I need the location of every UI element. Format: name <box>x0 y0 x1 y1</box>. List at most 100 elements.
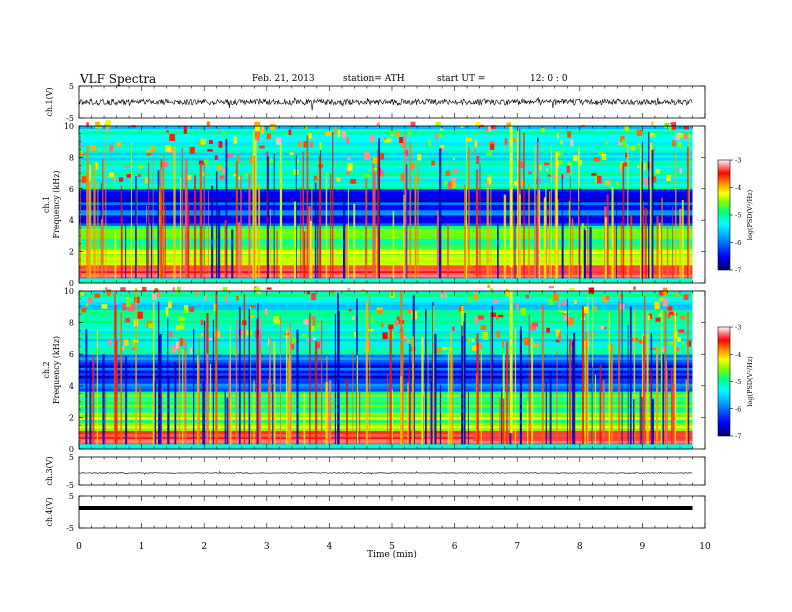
colorbar-tick-label: -3 <box>735 157 741 165</box>
sferic-line <box>167 377 170 445</box>
spectrogram-patch <box>552 293 559 301</box>
spectrogram-patch <box>81 176 88 183</box>
sferic-line <box>160 387 163 445</box>
spectrogram-patch <box>431 160 435 166</box>
spectrogram-row <box>79 314 693 318</box>
spectrogram-row <box>79 375 693 379</box>
spectrogram-patch <box>124 165 129 168</box>
spectrogram-patch <box>236 295 239 301</box>
spectrogram-row <box>79 296 693 300</box>
sferic-line <box>685 379 687 445</box>
spectrogram-patch <box>380 153 384 160</box>
spectrogram-patch <box>472 345 478 351</box>
spectrogram-patch <box>407 129 413 136</box>
spectrogram-row <box>79 443 693 447</box>
spectrogram-patch <box>319 142 322 150</box>
spectrogram-patch <box>138 174 141 178</box>
spectrogram-row <box>79 388 693 392</box>
sferic-line <box>272 384 275 445</box>
sferic-line <box>536 195 538 279</box>
sferic-line <box>377 149 380 279</box>
spectrogram-patch <box>649 132 656 137</box>
spectrogram-patch <box>444 180 448 185</box>
sferic-line <box>365 178 368 279</box>
y-tick-label: 10 <box>64 287 74 296</box>
spectrogram-patch <box>582 313 586 316</box>
y-tick-label: 4 <box>69 216 74 225</box>
spectrogram-patch <box>270 123 276 130</box>
sferic-line <box>687 311 689 445</box>
spectrogram-patch <box>452 157 455 161</box>
spectrogram-patch <box>668 341 675 346</box>
sferic-line <box>561 219 564 279</box>
sferic-line <box>452 354 454 445</box>
sferic-line <box>503 194 507 279</box>
sferic-line <box>571 218 574 279</box>
spectrogram-patch <box>639 339 644 344</box>
spectrogram-patch <box>593 157 600 162</box>
sferic-line <box>392 211 395 279</box>
spectrogram-patch <box>544 162 550 166</box>
spectrogram-patch <box>562 300 566 306</box>
spectrogram-row <box>79 194 693 198</box>
spectrogram-patch <box>162 161 169 168</box>
sferic-line <box>688 390 690 445</box>
sferic-line <box>634 308 636 445</box>
sferic-line <box>121 203 123 279</box>
spectrogram-patch <box>460 125 464 128</box>
sferic-line <box>430 380 433 445</box>
sferic-line <box>664 310 667 445</box>
sferic-line <box>400 291 403 445</box>
spectrogram-patch <box>664 122 670 129</box>
spectrogram-patch <box>466 138 472 142</box>
ch4-waveform-line <box>79 506 693 510</box>
spectrogram-patch <box>123 339 129 346</box>
spectrogram-patch <box>150 145 155 153</box>
spectrogram-patch <box>477 344 483 349</box>
spectrogram-patch <box>686 340 691 347</box>
sferic-line <box>229 398 232 445</box>
spectrogram-patch <box>637 165 640 168</box>
sferic-line <box>545 382 548 445</box>
spectrogram-patch <box>567 162 572 168</box>
y-tick-label: -5 <box>66 114 74 123</box>
sferic-line <box>158 336 160 445</box>
sferic-line <box>447 351 450 445</box>
spectrogram-patch <box>593 306 597 311</box>
sferic-line <box>528 314 530 445</box>
sferic-line <box>308 206 311 279</box>
spectrogram-patch <box>473 294 479 301</box>
spectrogram-row <box>79 438 693 442</box>
sferic-line <box>549 370 552 445</box>
sferic-line <box>178 340 181 445</box>
sferic-line <box>530 370 532 445</box>
spectrogram-patch <box>675 292 679 297</box>
spectrogram-patch <box>317 322 321 329</box>
spectrogram-patch <box>171 345 177 353</box>
spectrogram-patch <box>289 152 294 155</box>
spectrogram-patch <box>213 303 218 312</box>
spectrogram-row <box>79 301 693 305</box>
sferic-line <box>621 291 623 445</box>
spectrogram-patch <box>633 286 636 290</box>
sferic-line <box>150 215 153 279</box>
spectrogram-patch <box>621 139 628 147</box>
sferic-line <box>480 349 482 445</box>
spectrogram-patch <box>491 312 497 317</box>
spectrogram-row <box>79 152 693 156</box>
sferic-line <box>185 159 188 279</box>
sferic-line <box>541 304 544 445</box>
ch1-spectrogram-ylabel-2: Frequency (kHz) <box>52 170 61 238</box>
spectrogram-row <box>79 217 693 221</box>
spectrogram-patch <box>80 149 84 155</box>
sferic-line <box>203 162 205 279</box>
spectrogram-patch <box>207 121 210 128</box>
sferic-line <box>276 230 278 279</box>
spectrogram-row <box>79 204 693 208</box>
sferic-line <box>202 381 205 445</box>
spectrogram-row <box>79 367 693 371</box>
spectrogram-patch <box>154 288 159 293</box>
spectrogram-row <box>79 435 693 439</box>
sferic-line <box>671 367 673 445</box>
spectrogram-patch <box>583 306 589 314</box>
